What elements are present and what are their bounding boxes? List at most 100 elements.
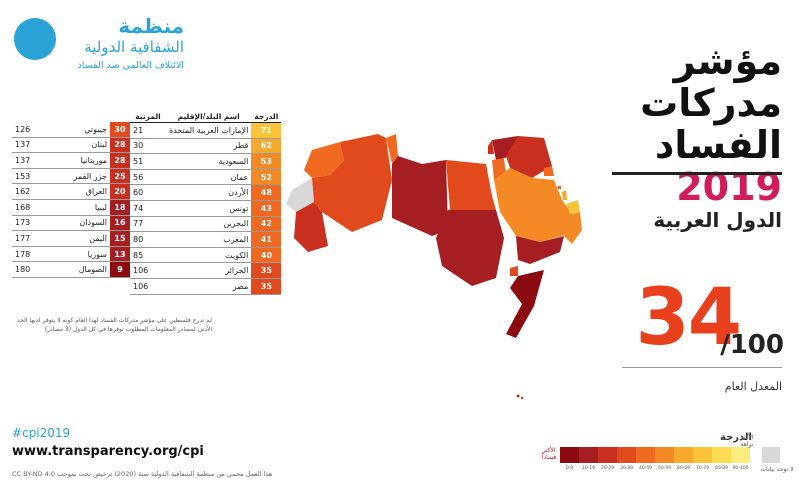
country-cell: العراق (58, 183, 110, 200)
score-cell: 42 (251, 216, 282, 233)
legend-swatch (674, 447, 693, 463)
table-row: 21 الإمارات العربية المتحدة 71 (130, 122, 282, 139)
legend-range-label: 20-29 (600, 466, 615, 471)
table-body-top: 21 الإمارات العربية المتحدة 71 30 قطر 62 51 الس… (130, 122, 282, 295)
country-cell: مصر (166, 278, 252, 295)
title-divider (612, 172, 782, 175)
country-cell: سوريا (58, 246, 110, 263)
legend-range-label: 60-69 (676, 466, 691, 471)
score-cell: 16 (110, 215, 130, 232)
license-text: هذا العمل محمي من منظمة الشفافية الدولية… (12, 470, 273, 478)
hashtag: #cpi2019 (12, 426, 71, 440)
rank-cell: 153 (12, 168, 58, 185)
map-bahrain (558, 186, 561, 189)
country-cell: السودان (58, 215, 110, 232)
map-iraq (506, 136, 552, 178)
table-row: 162 العراق 20 (12, 183, 130, 200)
country-cell: السعودية (166, 153, 252, 170)
country-cell: الكويت (166, 247, 252, 264)
table-row: 137 لبنان 28 (12, 137, 130, 154)
score-cell: 40 (251, 247, 282, 264)
legend-swatch (617, 447, 636, 463)
average-label: المعدل العام (724, 380, 782, 393)
rank-cell: 30 (130, 138, 166, 155)
rank-cell: 126 (12, 122, 58, 138)
country-cell: موريتانيا (58, 152, 110, 169)
table-row: 173 السودان 16 (12, 215, 130, 232)
legend-no-data-label: لا توجد بيانات (760, 466, 794, 473)
rank-cell: 106 (130, 278, 166, 295)
header-score: الدرجة (251, 110, 282, 123)
region-label: الدول العربية (653, 208, 782, 232)
rank-cell: 56 (130, 169, 166, 186)
country-cell: اليمن (58, 230, 110, 247)
legend-range-labels: 0-9 10-19 20-29 30-39 40-49 50-59 60-69 70-79 80… (560, 466, 750, 471)
average-divider (622, 367, 782, 368)
table-row: 80 المغرب 41 (130, 231, 282, 248)
legend-no-data-swatch (762, 447, 780, 463)
title-line3: الفساد 2019 (582, 124, 782, 208)
score-cell: 9 (110, 261, 130, 278)
title-word: الفساد (654, 123, 782, 167)
legend-color-scale (560, 447, 750, 463)
score-cell: 18 (110, 199, 130, 216)
legend-range-label: 90-100 (732, 466, 749, 471)
rank-cell: 180 (12, 261, 58, 278)
table-row: 56 عمان 52 (130, 169, 282, 186)
score-cell: 35 (251, 262, 282, 279)
table-row: 180 الصومال 9 (12, 261, 130, 278)
score-cell: 43 (251, 200, 282, 217)
legend-most-corrupt-label: الأكثر فساداً (541, 447, 557, 461)
rank-cell: 21 (130, 122, 166, 139)
arab-states-map (286, 134, 582, 400)
legend-range-label: 80-89 (714, 466, 729, 471)
map-oman (564, 212, 582, 244)
ranking-table-top: المرتبة اسم البلد/الإقليم الدرجة 21 الإما… (130, 110, 282, 295)
table-header-row: المرتبة اسم البلد/الإقليم الدرجة (130, 110, 282, 123)
logo-text-line1: منظمة (118, 14, 184, 38)
table-row: 177 اليمن 15 (12, 230, 130, 247)
rank-cell: 85 (130, 247, 166, 264)
table-row: 30 قطر 62 (130, 138, 282, 155)
map-algeria (312, 134, 392, 232)
score-cell: 53 (251, 153, 282, 170)
table-row: 85 الكويت 40 (130, 247, 282, 264)
score-cell: 52 (251, 169, 282, 186)
country-cell: تونس (166, 200, 252, 217)
rank-cell: 80 (130, 231, 166, 248)
score-cell: 13 (110, 246, 130, 263)
table-row: 74 تونس 43 (130, 200, 282, 217)
table-row: 106 الجزائر 35 (130, 262, 282, 279)
table-row: 137 موريتانيا 28 (12, 152, 130, 169)
score-cell: 20 (110, 183, 130, 200)
country-cell: جزر القمر (58, 168, 110, 185)
score-cell: 48 (251, 184, 282, 201)
map-uae (566, 200, 580, 214)
map-sudan (436, 210, 504, 286)
country-cell: الجزائر (166, 262, 252, 279)
title-line2: مدركات (640, 81, 782, 125)
rank-cell: 106 (130, 262, 166, 279)
map-yemen (516, 236, 564, 264)
rank-cell: 60 (130, 184, 166, 201)
legend-range-label: 10-19 (581, 466, 596, 471)
legend-swatch (712, 447, 731, 463)
map-western-sahara (286, 178, 314, 212)
score-cell: 25 (110, 168, 130, 185)
table-row: 60 الأردن 48 (130, 184, 282, 201)
score-cell: 28 (110, 137, 130, 154)
country-cell: عمان (166, 169, 252, 186)
legend-swatch (693, 447, 712, 463)
map-mauritania (294, 202, 328, 252)
header-country: اسم البلد/الإقليم (166, 110, 252, 123)
website-link[interactable]: www.transparency.org/cpi (12, 444, 204, 459)
rank-cell: 178 (12, 246, 58, 263)
country-cell: ليبيا (58, 199, 110, 216)
map-tunisia (386, 134, 398, 164)
country-cell: لبنان (58, 137, 110, 154)
title-line1: مؤشر (673, 39, 782, 83)
map-lebanon (488, 140, 494, 154)
page-title: مؤشر مدركات الفساد 2019 (582, 40, 782, 208)
rank-cell: 77 (130, 216, 166, 233)
average-score: 34 (635, 273, 742, 363)
